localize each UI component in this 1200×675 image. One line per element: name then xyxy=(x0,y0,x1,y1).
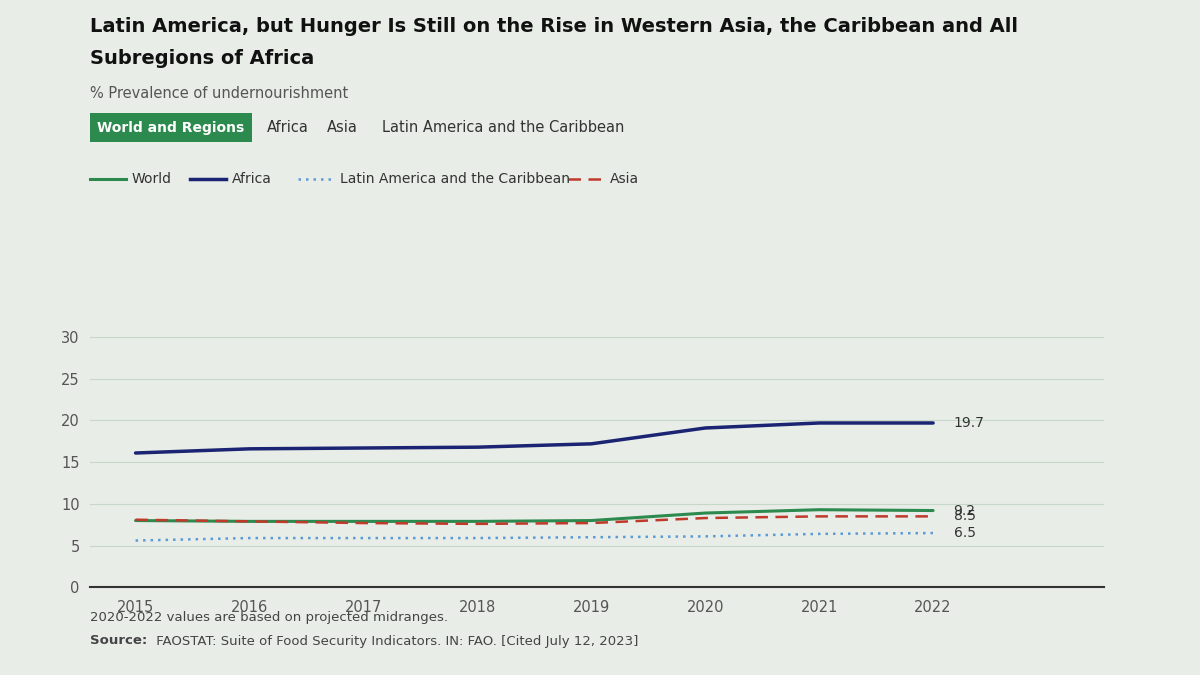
Text: % Prevalence of undernourishment: % Prevalence of undernourishment xyxy=(90,86,348,101)
Text: Latin America and the Caribbean: Latin America and the Caribbean xyxy=(340,172,570,186)
Text: Latin America, but Hunger Is Still on the Rise in Western Asia, the Caribbean an: Latin America, but Hunger Is Still on th… xyxy=(90,17,1018,36)
Text: 9.2: 9.2 xyxy=(954,504,976,518)
Text: World: World xyxy=(132,172,172,186)
Text: Subregions of Africa: Subregions of Africa xyxy=(90,49,314,68)
Text: Asia: Asia xyxy=(326,120,358,135)
Text: Africa: Africa xyxy=(266,120,308,135)
Text: 8.5: 8.5 xyxy=(954,510,976,523)
Text: 19.7: 19.7 xyxy=(954,416,984,430)
Text: Africa: Africa xyxy=(232,172,271,186)
Text: World and Regions: World and Regions xyxy=(97,121,245,134)
Text: Source:: Source: xyxy=(90,634,148,647)
Text: FAOSTAT: Suite of Food Security Indicators. IN: FAO. [Cited July 12, 2023]: FAOSTAT: Suite of Food Security Indicato… xyxy=(152,634,638,647)
Text: Asia: Asia xyxy=(610,172,638,186)
Text: 2020-2022 values are based on projected midranges.: 2020-2022 values are based on projected … xyxy=(90,611,448,624)
Text: Latin America and the Caribbean: Latin America and the Caribbean xyxy=(382,120,624,135)
Text: 6.5: 6.5 xyxy=(954,526,976,540)
